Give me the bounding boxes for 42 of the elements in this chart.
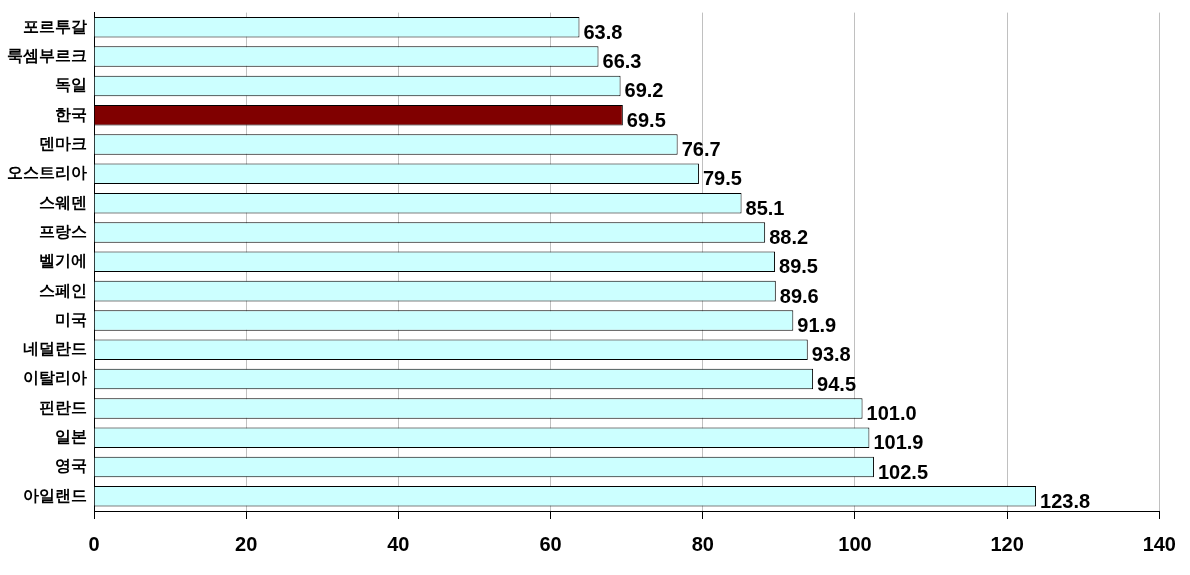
x-tick-label: 80 bbox=[691, 532, 714, 555]
data-label: 101.0 bbox=[866, 401, 917, 424]
data-label: 102.5 bbox=[877, 460, 929, 483]
y-tick-label: 한국 bbox=[55, 105, 87, 123]
y-tick-label: 오스트리아 bbox=[7, 164, 87, 182]
x-tick-label: 60 bbox=[539, 532, 562, 555]
y-tick-label: 벨기에 bbox=[39, 252, 87, 270]
data-label: 76.7 bbox=[681, 138, 721, 161]
data-label: 69.2 bbox=[624, 79, 664, 102]
y-tick-label: 독일 bbox=[55, 76, 87, 94]
y-tick-label: 덴마크 bbox=[39, 134, 87, 152]
x-tick-label: 120 bbox=[990, 532, 1024, 555]
data-label: 79.5 bbox=[702, 167, 742, 190]
y-tick-label: 이탈리아 bbox=[23, 369, 87, 387]
data-label: 85.1 bbox=[745, 196, 785, 219]
data-label: 91.9 bbox=[797, 313, 837, 336]
y-tick-label: 미국 bbox=[55, 310, 87, 328]
x-tick-label: 40 bbox=[387, 532, 410, 555]
y-tick-label: 스페인 bbox=[39, 281, 87, 299]
x-tick-label: 20 bbox=[235, 532, 258, 555]
data-label: 63.8 bbox=[583, 20, 623, 43]
y-tick-label: 일본 bbox=[55, 428, 87, 446]
data-label: 69.5 bbox=[626, 108, 666, 131]
data-label: 93.8 bbox=[811, 343, 851, 366]
data-label: 89.5 bbox=[779, 255, 818, 278]
x-tick-label: 100 bbox=[838, 532, 872, 555]
data-label: 66.3 bbox=[602, 50, 642, 73]
y-tick-label: 스웨덴 bbox=[39, 193, 87, 211]
y-tick-label: 프랑스 bbox=[39, 222, 87, 240]
data-label: 89.6 bbox=[779, 284, 819, 307]
x-tick-label: 0 bbox=[88, 532, 100, 555]
y-tick-label: 룩셈부르크 bbox=[7, 46, 87, 64]
data-label: 123.8 bbox=[1040, 489, 1091, 512]
y-tick-label: 영국 bbox=[55, 457, 87, 475]
data-label: 88.2 bbox=[769, 226, 809, 248]
x-tick-label: 140 bbox=[1142, 532, 1176, 555]
y-tick-label: 핀란드 bbox=[39, 398, 87, 416]
data-label: 94.5 bbox=[817, 372, 857, 395]
y-tick-label: 포르투갈 bbox=[23, 17, 87, 35]
data-label: 101.9 bbox=[873, 431, 924, 454]
y-tick-label: 네덜란드 bbox=[23, 340, 87, 358]
y-tick-label: 아일랜드 bbox=[23, 486, 87, 504]
